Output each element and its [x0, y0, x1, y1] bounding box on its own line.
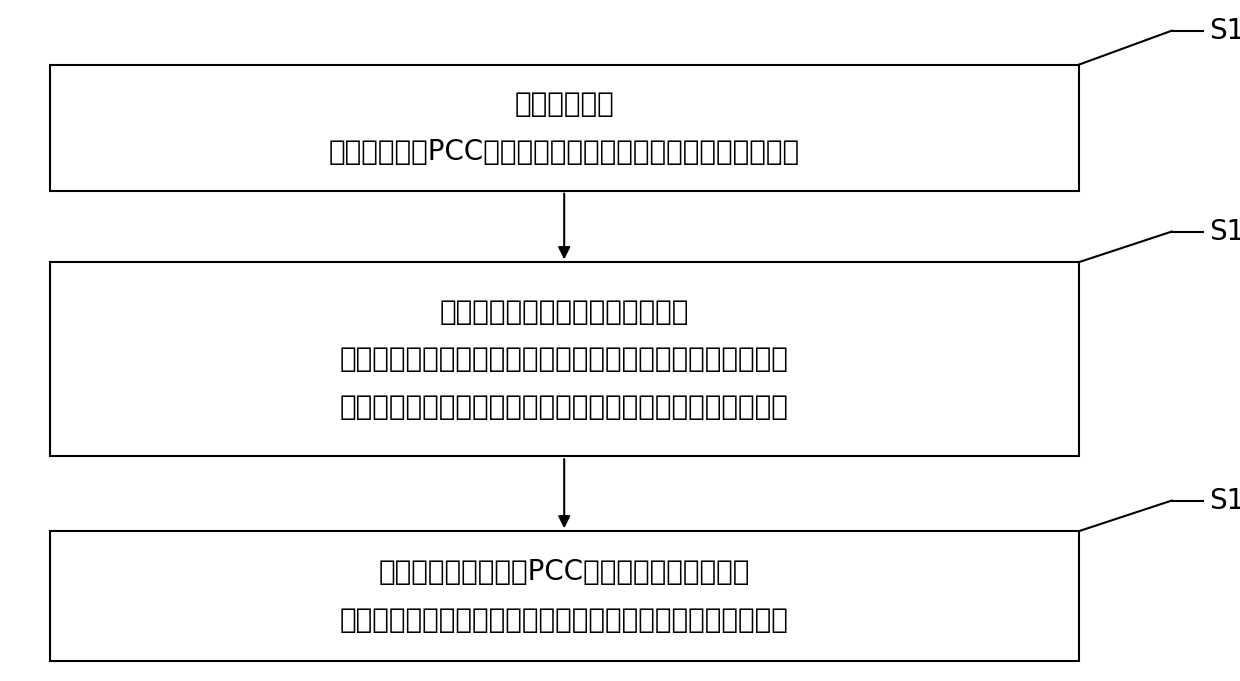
Text: 输到各逆变器: 输到各逆变器	[515, 90, 614, 118]
Text: 函数矩阵生成所述逆变器的残差值: 函数矩阵生成所述逆变器的残差值	[439, 298, 689, 326]
Bar	[50, 531, 1079, 661]
Text: S130: S130	[1209, 486, 1240, 515]
Text: S120: S120	[1209, 217, 1240, 246]
Text: S110: S110	[1209, 16, 1240, 45]
Bar	[50, 65, 1079, 191]
Text: 通过建立控制对象的状态空间模型和状态观测器，导出以扰动: 通过建立控制对象的状态空间模型和状态观测器，导出以扰动	[340, 393, 789, 421]
Text: 从公共负载的PCC采集公共负载总电流作为扰动信号并同步传: 从公共负载的PCC采集公共负载总电流作为扰动信号并同步传	[329, 138, 800, 165]
Text: 将所述残差值作为所述逆变器的前馈补偿器输入信号完成对所: 将所述残差值作为所述逆变器的前馈补偿器输入信号完成对所	[340, 605, 789, 634]
Bar	[50, 262, 1079, 456]
Text: 述逆变器的公共负载PCC电压暂态补偿前馈控制: 述逆变器的公共负载PCC电压暂态补偿前馈控制	[378, 558, 750, 586]
Text: 量为输入，以残差量为输出的传递函数矩阵，并通过所述传递: 量为输入，以残差量为输出的传递函数矩阵，并通过所述传递	[340, 345, 789, 373]
